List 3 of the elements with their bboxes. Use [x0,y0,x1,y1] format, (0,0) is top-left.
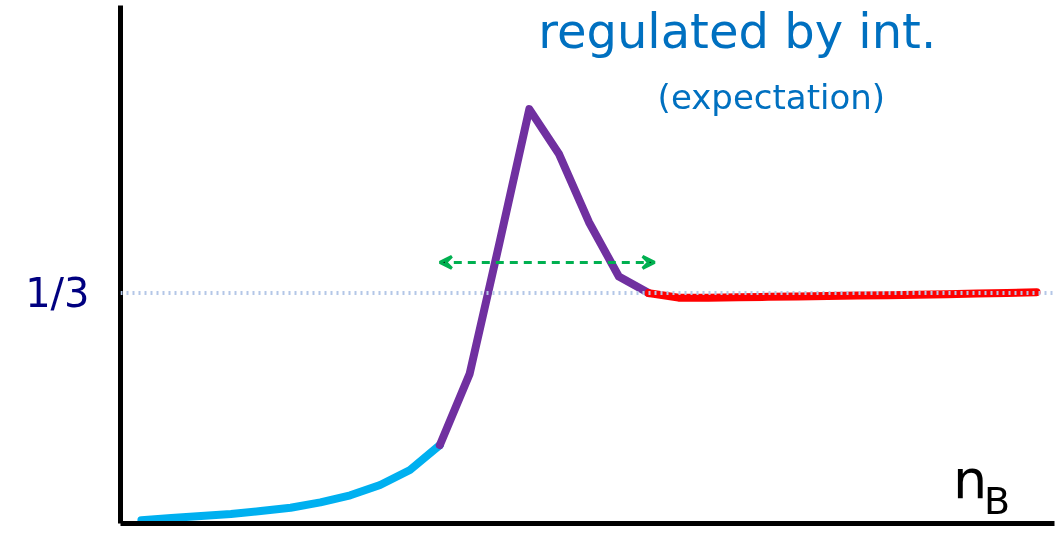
annotation: (expectation) [657,77,886,118]
text: regulated by int. [538,3,937,60]
ref-line-label: 1/3 [25,270,90,317]
